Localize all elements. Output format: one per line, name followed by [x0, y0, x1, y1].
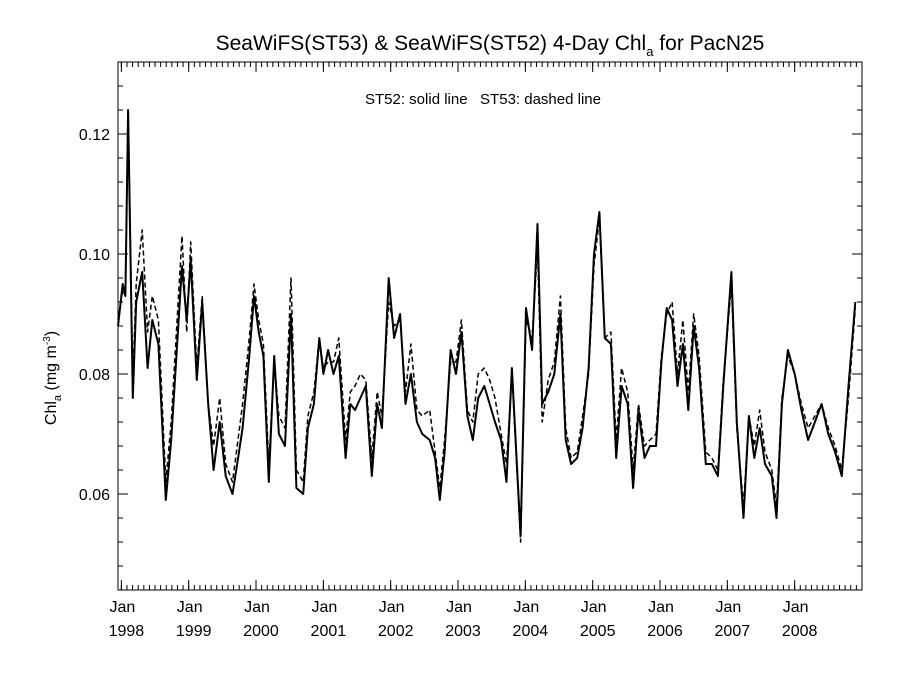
x-tick-label-year: 2006	[647, 623, 683, 640]
x-tick-label-month: Jan	[513, 599, 539, 616]
x-tick-label-year: 2008	[782, 623, 818, 640]
svg-text:SeaWiFS(ST53) & SeaWiFS(ST52): SeaWiFS(ST53) & SeaWiFS(ST52) 4-Day Chla…	[216, 32, 765, 59]
x-tick-label-year: 2002	[378, 623, 414, 640]
y-tick-label: 0.12	[79, 127, 110, 144]
y-tick-label: 0.10	[79, 247, 110, 264]
x-tick-label-month: Jan	[446, 599, 472, 616]
x-tick-label-month: Jan	[311, 599, 337, 616]
x-tick-label-year: 1998	[109, 623, 145, 640]
x-tick-label-month: Jan	[648, 599, 674, 616]
y-axis-label: Chla (mg m-3)	[42, 331, 64, 425]
x-tick-label-year: 1999	[176, 623, 212, 640]
plot-frame	[117, 61, 863, 591]
x-tick-label-year: 2004	[513, 623, 549, 640]
y-axis-label-exponent: -3	[42, 336, 53, 345]
y-axis-label-unit: (mg m	[43, 345, 60, 395]
svg-text:Chla (mg m-3): Chla (mg m-3)	[42, 331, 64, 425]
x-tick-label-year: 2003	[445, 623, 481, 640]
y-axis-label-subscript: a	[52, 394, 64, 401]
x-tick-label-month: Jan	[379, 599, 405, 616]
x-tick-label-year: 2007	[715, 623, 751, 640]
x-tick-label-month: Jan	[177, 599, 203, 616]
x-tick-label-year: 2000	[243, 623, 279, 640]
x-tick-label-year: 2005	[580, 623, 616, 640]
series-line-st53	[117, 109, 857, 543]
chart-title: SeaWiFS(ST53) & SeaWiFS(ST52) 4-Day Chla…	[216, 32, 765, 59]
y-axis-label-main: Chl	[43, 401, 60, 425]
y-tick-label: 0.06	[79, 487, 110, 504]
legend-note: ST52: solid line ST53: dashed line	[365, 91, 601, 108]
chart-title-subscript: a	[646, 44, 654, 59]
x-tick-label-month: Jan	[715, 599, 741, 616]
x-tick-label-year: 2001	[311, 623, 347, 640]
y-tick-label: 0.08	[79, 367, 110, 384]
chart-title-tail: for PacN25	[653, 32, 764, 55]
plot-area: 0.06 0.08 0.10 0.12 Jan 1998 Jan 1999 Jan 2000 Jan…	[79, 61, 863, 640]
series-line-st52	[117, 109, 857, 537]
x-tick-label-month: Jan	[244, 599, 270, 616]
chart-title-main: SeaWiFS(ST53) & SeaWiFS(ST52) 4-Day Chl	[216, 32, 647, 55]
y-axis-label-close: )	[43, 331, 60, 336]
x-tick-label-month: Jan	[783, 599, 809, 616]
x-tick-label-month: Jan	[109, 599, 135, 616]
x-tick-label-month: Jan	[581, 599, 607, 616]
